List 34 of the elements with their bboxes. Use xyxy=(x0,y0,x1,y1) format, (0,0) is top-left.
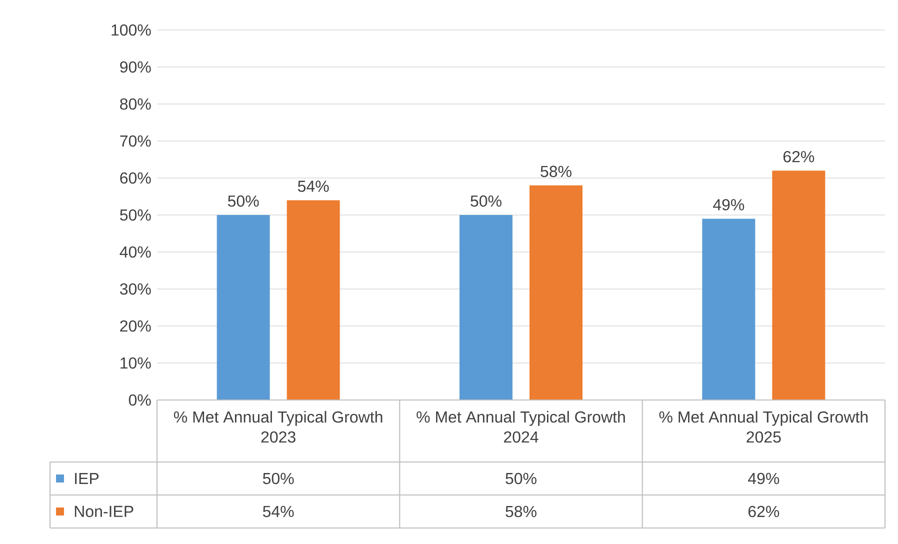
y-tick-label: 20% xyxy=(120,320,151,332)
data-label: 49% xyxy=(748,472,780,484)
bar xyxy=(702,218,756,400)
data-label: 50% xyxy=(262,472,294,484)
y-tick-label: 80% xyxy=(120,98,151,110)
bar xyxy=(772,170,826,400)
y-tick-label: 60% xyxy=(120,172,151,184)
bar xyxy=(460,215,513,400)
y-tick-label: 100% xyxy=(112,24,151,36)
data-label: 54% xyxy=(262,506,294,518)
x-tick-label: % Met Annual Typical Growth 2024 xyxy=(416,410,625,443)
y-tick-label: 0% xyxy=(128,394,151,406)
legend-label: Non-IEP xyxy=(74,506,134,518)
y-tick-label: 40% xyxy=(120,246,151,258)
text: 50% xyxy=(228,195,259,207)
text: 49% xyxy=(713,199,744,210)
bar xyxy=(216,215,270,400)
y-tick-label: 10% xyxy=(120,357,151,369)
bar xyxy=(286,200,340,400)
data-label: 50% xyxy=(506,472,536,484)
data-label: 58% xyxy=(506,506,536,518)
x-tick-label: % Met Annual Typical Growth 2025 xyxy=(659,410,868,443)
text: 54% xyxy=(298,180,329,192)
y-tick-label: 70% xyxy=(120,135,151,147)
data-label: 62% xyxy=(748,506,780,518)
text: 50% xyxy=(470,195,502,207)
y-tick-label: 30% xyxy=(120,283,151,295)
y-tick-label: 90% xyxy=(120,61,151,73)
legend-label: IEP xyxy=(75,473,99,484)
text: 58% xyxy=(540,166,572,178)
text: 62% xyxy=(783,151,814,162)
x-tick-label: % Met Annual Typical Growth 2023 xyxy=(174,410,382,443)
bar xyxy=(530,185,583,400)
y-tick-label: 50% xyxy=(120,209,151,221)
